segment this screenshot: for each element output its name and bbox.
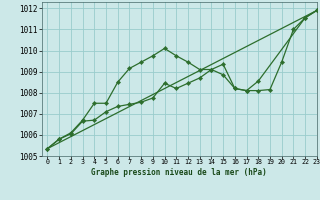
X-axis label: Graphe pression niveau de la mer (hPa): Graphe pression niveau de la mer (hPa) (91, 168, 267, 177)
